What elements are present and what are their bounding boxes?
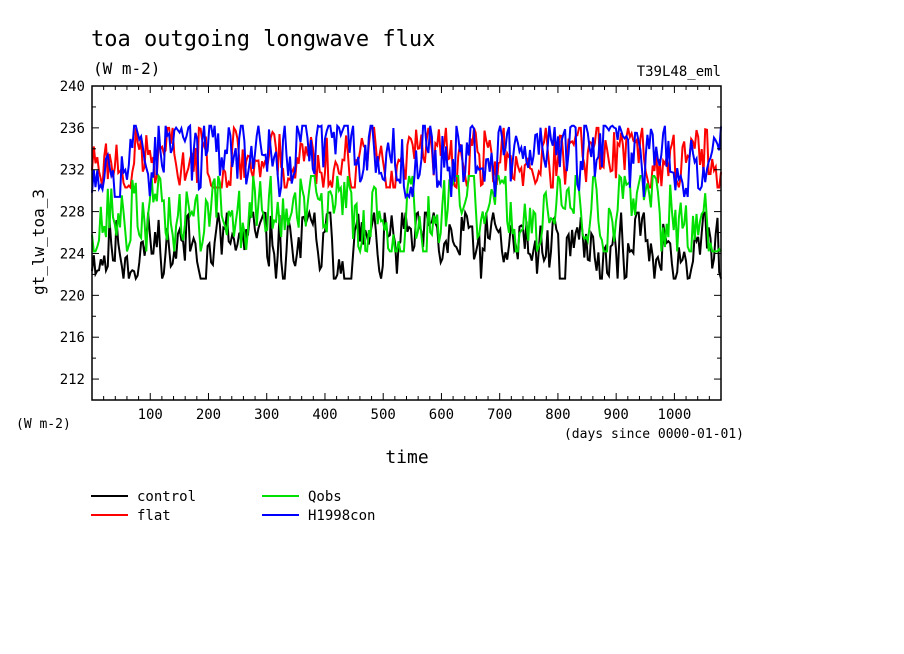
y-axis-units: (W m-2)	[16, 417, 71, 432]
x-tick-label: 400	[312, 407, 337, 423]
y-tick-label: 212	[60, 372, 85, 388]
chart-units: (W m-2)	[93, 59, 160, 78]
x-axis-label: time	[385, 447, 428, 468]
chart-title: toa outgoing longwave flux	[91, 27, 435, 52]
y-tick-label: 228	[60, 205, 85, 221]
y-tick-label: 236	[60, 121, 85, 137]
series-line-h1998con	[91, 123, 722, 200]
x-tick-label: 800	[545, 407, 570, 423]
run-label: T39L48_eml	[637, 64, 721, 80]
x-tick-label: 900	[604, 407, 629, 423]
x-axis-units: (days since 0000-01-01)	[564, 427, 744, 442]
legend-label-h1998con: H1998con	[308, 508, 375, 524]
x-tick-label: 700	[487, 407, 512, 423]
y-tick-label: 220	[60, 288, 85, 304]
y-tick-label: 216	[60, 330, 85, 346]
y-axis-label: gt_lw_toa_3	[29, 189, 48, 295]
x-tick-label: 500	[371, 407, 396, 423]
x-tick-label: 1000	[658, 407, 692, 423]
y-tick-label: 232	[60, 163, 85, 179]
series-line-qobs	[91, 172, 722, 256]
x-tick-label: 200	[196, 407, 221, 423]
plot-frame	[91, 85, 722, 401]
x-tick-label: 100	[138, 407, 163, 423]
legend-label-flat: flat	[137, 508, 171, 524]
series-line-flat	[91, 124, 722, 190]
y-tick-label: 240	[60, 79, 85, 95]
legend: control flat Qobs H1998con	[91, 489, 375, 524]
legend-label-qobs: Qobs	[308, 489, 342, 505]
x-tick-label: 300	[254, 407, 279, 423]
x-tick-label: 600	[429, 407, 454, 423]
legend-label-control: control	[137, 489, 196, 505]
y-tick-label: 224	[60, 246, 85, 262]
